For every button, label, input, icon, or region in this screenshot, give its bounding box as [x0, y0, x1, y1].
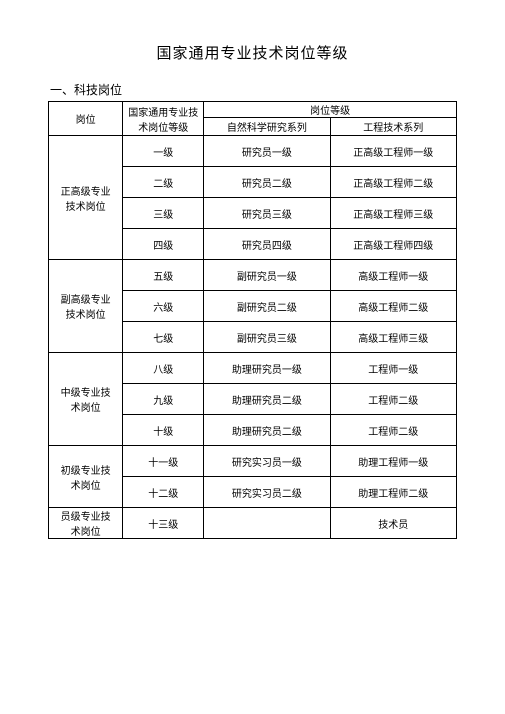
- series-a-cell: 研究实习员一级: [204, 446, 330, 477]
- series-a-cell: 助理研究员一级: [204, 353, 330, 384]
- series-b-cell: 高级工程师二级: [330, 291, 456, 322]
- table-header-row-1: 岗位 国家通用专业技术岗位等级 岗位等级: [49, 102, 457, 118]
- post-cell: 员级专业技术岗位: [49, 508, 123, 539]
- header-series-b: 工程技术系列: [330, 118, 456, 136]
- series-b-cell: 工程师二级: [330, 384, 456, 415]
- series-a-cell: 助理研究员二级: [204, 415, 330, 446]
- level-cell: 十一级: [123, 446, 204, 477]
- series-b-cell: 高级工程师一级: [330, 260, 456, 291]
- series-a-cell: 研究员二级: [204, 167, 330, 198]
- series-b-cell: 技术员: [330, 508, 456, 539]
- header-post: 岗位: [49, 102, 123, 136]
- series-b-cell: 正高级工程师三级: [330, 198, 456, 229]
- series-a-cell: [204, 508, 330, 539]
- series-b-cell: 工程师一级: [330, 353, 456, 384]
- series-b-cell: 助理工程师一级: [330, 446, 456, 477]
- level-cell: 五级: [123, 260, 204, 291]
- page-title: 国家通用专业技术岗位等级: [48, 42, 457, 63]
- table-row: 副高级专业技术岗位五级副研究员一级高级工程师一级: [49, 260, 457, 291]
- document-page: 国家通用专业技术岗位等级 一、科技岗位 岗位 国家通用专业技术岗位等级 岗位等级…: [0, 0, 505, 714]
- table-row: 正高级专业技术岗位一级研究员一级正高级工程师一级: [49, 136, 457, 167]
- post-cell: 初级专业技术岗位: [49, 446, 123, 508]
- level-cell: 七级: [123, 322, 204, 353]
- series-a-cell: 副研究员三级: [204, 322, 330, 353]
- section-label: 一、科技岗位: [50, 81, 457, 98]
- level-cell: 四级: [123, 229, 204, 260]
- series-a-cell: 研究员一级: [204, 136, 330, 167]
- header-rank-group: 岗位等级: [204, 102, 457, 118]
- series-a-cell: 副研究员二级: [204, 291, 330, 322]
- series-a-cell: 研究员四级: [204, 229, 330, 260]
- series-b-cell: 正高级工程师四级: [330, 229, 456, 260]
- level-cell: 十三级: [123, 508, 204, 539]
- series-b-cell: 工程师二级: [330, 415, 456, 446]
- level-cell: 十级: [123, 415, 204, 446]
- series-b-cell: 正高级工程师一级: [330, 136, 456, 167]
- post-cell: 正高级专业技术岗位: [49, 136, 123, 260]
- table-row: 中级专业技术岗位八级助理研究员一级工程师一级: [49, 353, 457, 384]
- table-row: 初级专业技术岗位十一级研究实习员一级助理工程师一级: [49, 446, 457, 477]
- level-cell: 九级: [123, 384, 204, 415]
- grade-table: 岗位 国家通用专业技术岗位等级 岗位等级 自然科学研究系列 工程技术系列 正高级…: [48, 101, 457, 539]
- post-cell: 中级专业技术岗位: [49, 353, 123, 446]
- post-cell: 副高级专业技术岗位: [49, 260, 123, 353]
- series-a-cell: 研究员三级: [204, 198, 330, 229]
- level-cell: 三级: [123, 198, 204, 229]
- series-b-cell: 正高级工程师二级: [330, 167, 456, 198]
- series-a-cell: 研究实习员二级: [204, 477, 330, 508]
- series-a-cell: 副研究员一级: [204, 260, 330, 291]
- series-b-cell: 助理工程师二级: [330, 477, 456, 508]
- series-a-cell: 助理研究员二级: [204, 384, 330, 415]
- level-cell: 六级: [123, 291, 204, 322]
- level-cell: 一级: [123, 136, 204, 167]
- table-row: 员级专业技术岗位十三级 技术员: [49, 508, 457, 539]
- level-cell: 十二级: [123, 477, 204, 508]
- series-b-cell: 高级工程师三级: [330, 322, 456, 353]
- level-cell: 二级: [123, 167, 204, 198]
- header-series-a: 自然科学研究系列: [204, 118, 330, 136]
- level-cell: 八级: [123, 353, 204, 384]
- header-national-level: 国家通用专业技术岗位等级: [123, 102, 204, 136]
